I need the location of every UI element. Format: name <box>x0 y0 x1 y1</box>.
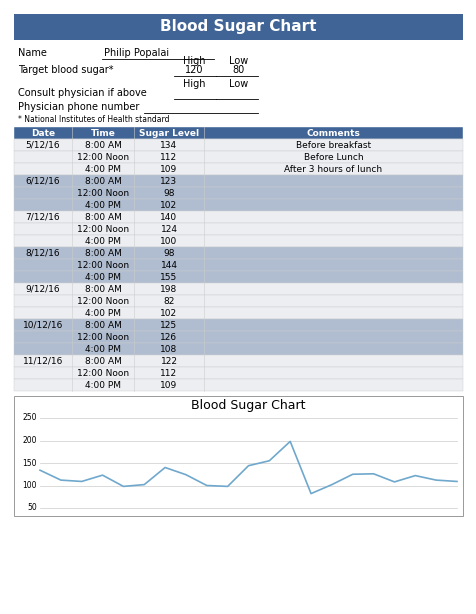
Text: 120: 120 <box>184 65 203 75</box>
Bar <box>14 355 462 367</box>
Text: 12:00 Noon: 12:00 Noon <box>77 297 129 306</box>
Text: 100: 100 <box>22 481 37 490</box>
Bar <box>14 14 462 40</box>
Text: 112: 112 <box>160 368 177 378</box>
Text: After 3 hours of lunch: After 3 hours of lunch <box>284 165 382 174</box>
Text: 12:00 Noon: 12:00 Noon <box>77 260 129 270</box>
Text: 144: 144 <box>160 260 177 270</box>
Text: 8:00 AM: 8:00 AM <box>84 176 121 185</box>
Text: High: High <box>182 79 205 89</box>
Text: Time: Time <box>90 128 115 138</box>
Bar <box>14 247 462 259</box>
Text: 8:00 AM: 8:00 AM <box>84 212 121 222</box>
Text: 100: 100 <box>160 236 177 246</box>
Text: 98: 98 <box>163 249 174 257</box>
Text: Low: Low <box>229 79 248 89</box>
Bar <box>14 319 462 331</box>
Text: 98: 98 <box>163 188 174 198</box>
Text: Date: Date <box>31 128 55 138</box>
Text: 198: 198 <box>160 284 177 293</box>
Text: 4:00 PM: 4:00 PM <box>85 201 121 209</box>
Text: 8:00 AM: 8:00 AM <box>84 284 121 293</box>
Text: Physician phone number: Physician phone number <box>18 102 139 112</box>
Text: 12:00 Noon: 12:00 Noon <box>77 333 129 341</box>
Text: 4:00 PM: 4:00 PM <box>85 344 121 354</box>
Bar <box>14 223 462 235</box>
Text: 8/12/16: 8/12/16 <box>26 249 60 257</box>
Text: Consult physician if above: Consult physician if above <box>18 88 147 98</box>
Text: 8:00 AM: 8:00 AM <box>84 357 121 365</box>
Text: Before Lunch: Before Lunch <box>303 152 363 161</box>
Text: Blood Sugar Chart: Blood Sugar Chart <box>191 399 305 413</box>
Bar <box>14 235 462 247</box>
Text: 4:00 PM: 4:00 PM <box>85 308 121 317</box>
Text: 109: 109 <box>160 165 177 174</box>
Text: 7/12/16: 7/12/16 <box>26 212 60 222</box>
Bar <box>14 283 462 295</box>
Text: 140: 140 <box>160 212 177 222</box>
Text: 10/12/16: 10/12/16 <box>23 321 63 330</box>
Text: Low: Low <box>229 56 248 66</box>
Text: 12:00 Noon: 12:00 Noon <box>77 188 129 198</box>
Text: 4:00 PM: 4:00 PM <box>85 165 121 174</box>
Text: High: High <box>182 56 205 66</box>
Text: 102: 102 <box>160 308 177 317</box>
Text: Name: Name <box>18 48 47 58</box>
Bar <box>14 367 462 379</box>
Bar <box>14 175 462 187</box>
Bar <box>14 396 462 516</box>
Text: Before breakfast: Before breakfast <box>295 141 370 149</box>
Text: 9/12/16: 9/12/16 <box>26 284 60 293</box>
Text: Sugar Level: Sugar Level <box>139 128 198 138</box>
Text: 82: 82 <box>163 297 174 306</box>
Text: Target blood sugar*: Target blood sugar* <box>18 65 113 75</box>
Text: 4:00 PM: 4:00 PM <box>85 381 121 389</box>
Text: 126: 126 <box>160 333 177 341</box>
Bar <box>14 379 462 391</box>
Bar <box>14 151 462 163</box>
Text: 5/12/16: 5/12/16 <box>26 141 60 149</box>
Text: 109: 109 <box>160 381 177 389</box>
Text: 123: 123 <box>160 176 177 185</box>
Text: 4:00 PM: 4:00 PM <box>85 236 121 246</box>
Text: 80: 80 <box>232 65 245 75</box>
Text: 8:00 AM: 8:00 AM <box>84 141 121 149</box>
Text: 122: 122 <box>160 357 177 365</box>
Text: 4:00 PM: 4:00 PM <box>85 273 121 281</box>
Bar <box>14 187 462 199</box>
Text: 102: 102 <box>160 201 177 209</box>
Text: 134: 134 <box>160 141 177 149</box>
Bar <box>14 163 462 175</box>
Text: 112: 112 <box>160 152 177 161</box>
Bar <box>14 307 462 319</box>
Text: 124: 124 <box>160 225 177 233</box>
Bar <box>14 343 462 355</box>
Text: 6/12/16: 6/12/16 <box>26 176 60 185</box>
Text: 12:00 Noon: 12:00 Noon <box>77 368 129 378</box>
Bar <box>14 271 462 283</box>
Text: 8:00 AM: 8:00 AM <box>84 249 121 257</box>
Bar <box>14 211 462 223</box>
Text: Philip Popalai: Philip Popalai <box>104 48 169 58</box>
Text: 155: 155 <box>160 273 177 281</box>
Bar <box>14 127 462 139</box>
Text: 108: 108 <box>160 344 177 354</box>
Text: * National Institutes of Health standard: * National Institutes of Health standard <box>18 114 169 123</box>
Bar <box>14 259 462 271</box>
Text: 8:00 AM: 8:00 AM <box>84 321 121 330</box>
Bar <box>14 295 462 307</box>
Bar <box>14 139 462 151</box>
Text: 250: 250 <box>22 413 37 422</box>
Text: 11/12/16: 11/12/16 <box>23 357 63 365</box>
Text: 50: 50 <box>27 503 37 513</box>
Text: 200: 200 <box>22 436 37 445</box>
Text: 12:00 Noon: 12:00 Noon <box>77 152 129 161</box>
Text: 125: 125 <box>160 321 177 330</box>
Text: Blood Sugar Chart: Blood Sugar Chart <box>160 20 316 34</box>
Bar <box>14 331 462 343</box>
Text: Comments: Comments <box>306 128 360 138</box>
Bar <box>14 199 462 211</box>
Text: 12:00 Noon: 12:00 Noon <box>77 225 129 233</box>
Text: 150: 150 <box>22 459 37 467</box>
